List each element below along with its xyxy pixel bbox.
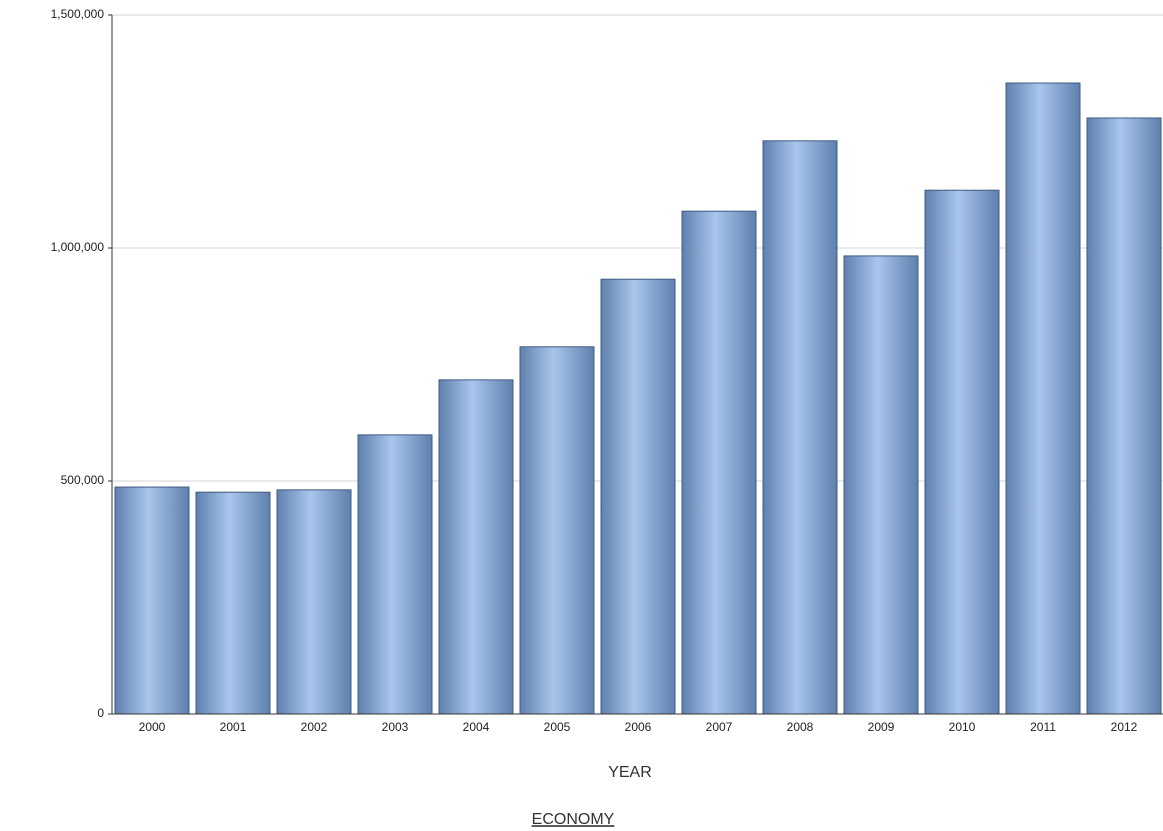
x-tick-label: 2012 (1111, 720, 1138, 734)
x-tick-label: 2009 (868, 720, 895, 734)
x-tick-label: 2007 (706, 720, 733, 734)
x-tick-label: 2011 (1030, 720, 1056, 734)
bar (519, 346, 595, 715)
x-tick-label: 2003 (382, 720, 409, 734)
x-tick-label: 2005 (544, 720, 571, 734)
x-tick-label: 2000 (139, 720, 166, 734)
footer-link[interactable]: ECONOMY (532, 811, 615, 828)
y-tick-label: 0 (97, 706, 104, 720)
x-tick-label: 2004 (463, 720, 490, 734)
bar (843, 255, 919, 715)
y-tick-label: 500,000 (61, 473, 105, 487)
bar (114, 486, 190, 715)
x-tick-label: 2002 (301, 720, 328, 734)
bar (681, 210, 757, 715)
bar (438, 379, 514, 715)
bar (762, 140, 838, 715)
bar (1005, 82, 1081, 715)
bar (276, 489, 352, 715)
x-tick-label: 2008 (787, 720, 814, 734)
y-tick-label: 1,500,000 (51, 7, 105, 21)
bar (1086, 117, 1162, 715)
bar (924, 189, 1000, 715)
y-tick-label: 1,000,000 (51, 240, 105, 254)
x-axis-title: YEAR (608, 764, 652, 781)
bar (195, 491, 271, 715)
x-tick-label: 2001 (220, 720, 247, 734)
bar (357, 434, 433, 715)
bar (600, 278, 676, 715)
x-tick-label: 2006 (625, 720, 652, 734)
x-tick-label: 2010 (949, 720, 976, 734)
